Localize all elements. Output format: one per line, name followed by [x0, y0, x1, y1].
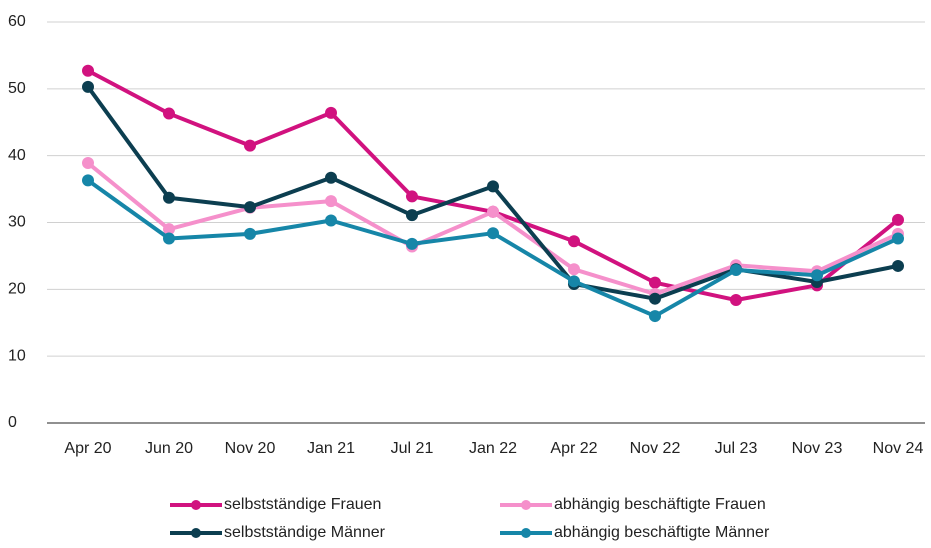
legend-label: selbstständige Frauen	[224, 496, 381, 513]
point	[325, 214, 337, 227]
point	[568, 263, 580, 276]
x-tick-label: Nov 20	[225, 440, 276, 457]
point	[406, 209, 418, 222]
point	[163, 191, 175, 204]
point	[649, 276, 661, 289]
legend-marker	[191, 528, 201, 538]
legend-label: abhängig beschäftigte Männer	[554, 524, 770, 541]
point	[163, 223, 175, 236]
point	[406, 237, 418, 250]
point	[730, 263, 742, 276]
point	[82, 174, 94, 187]
point	[568, 235, 580, 248]
x-tick-label: Nov 22	[630, 440, 681, 457]
point	[568, 275, 580, 288]
point	[487, 180, 499, 193]
point	[325, 195, 337, 208]
point	[82, 157, 94, 170]
y-tick-label: 20	[8, 281, 26, 298]
x-tick-label: Nov 24	[873, 440, 924, 457]
legend-marker	[191, 500, 201, 510]
y-tick-label: 0	[8, 414, 17, 431]
x-tick-label: Nov 23	[792, 440, 843, 457]
point	[244, 139, 256, 152]
point	[730, 294, 742, 307]
point	[649, 292, 661, 305]
legend-label: selbstständige Männer	[224, 524, 386, 541]
point	[244, 201, 256, 214]
x-tick-label: Jan 21	[307, 440, 355, 457]
point	[892, 213, 904, 226]
point	[163, 107, 175, 120]
point	[163, 232, 175, 245]
point	[406, 190, 418, 203]
point	[649, 310, 661, 323]
y-tick-label: 30	[8, 214, 26, 231]
x-tick-label: Jan 22	[469, 440, 517, 457]
point	[82, 64, 94, 77]
point	[244, 227, 256, 240]
legend-marker	[521, 500, 531, 510]
x-tick-label: Jul 21	[391, 440, 434, 457]
point	[811, 269, 823, 282]
y-tick-label: 60	[8, 13, 26, 30]
point	[325, 171, 337, 184]
x-tick-label: Apr 22	[550, 440, 597, 457]
y-tick-label: 50	[8, 80, 26, 97]
x-tick-label: Jul 23	[715, 440, 758, 457]
legend-label: abhängig beschäftigte Frauen	[554, 496, 766, 513]
x-tick-label: Apr 20	[64, 440, 111, 457]
point	[487, 205, 499, 218]
y-tick-label: 40	[8, 147, 26, 164]
point	[892, 232, 904, 245]
x-tick-label: Jun 20	[145, 440, 193, 457]
point	[82, 80, 94, 93]
point	[487, 227, 499, 240]
y-tick-label: 10	[8, 347, 26, 364]
point	[892, 259, 904, 272]
point	[325, 106, 337, 119]
legend-marker	[521, 528, 531, 538]
